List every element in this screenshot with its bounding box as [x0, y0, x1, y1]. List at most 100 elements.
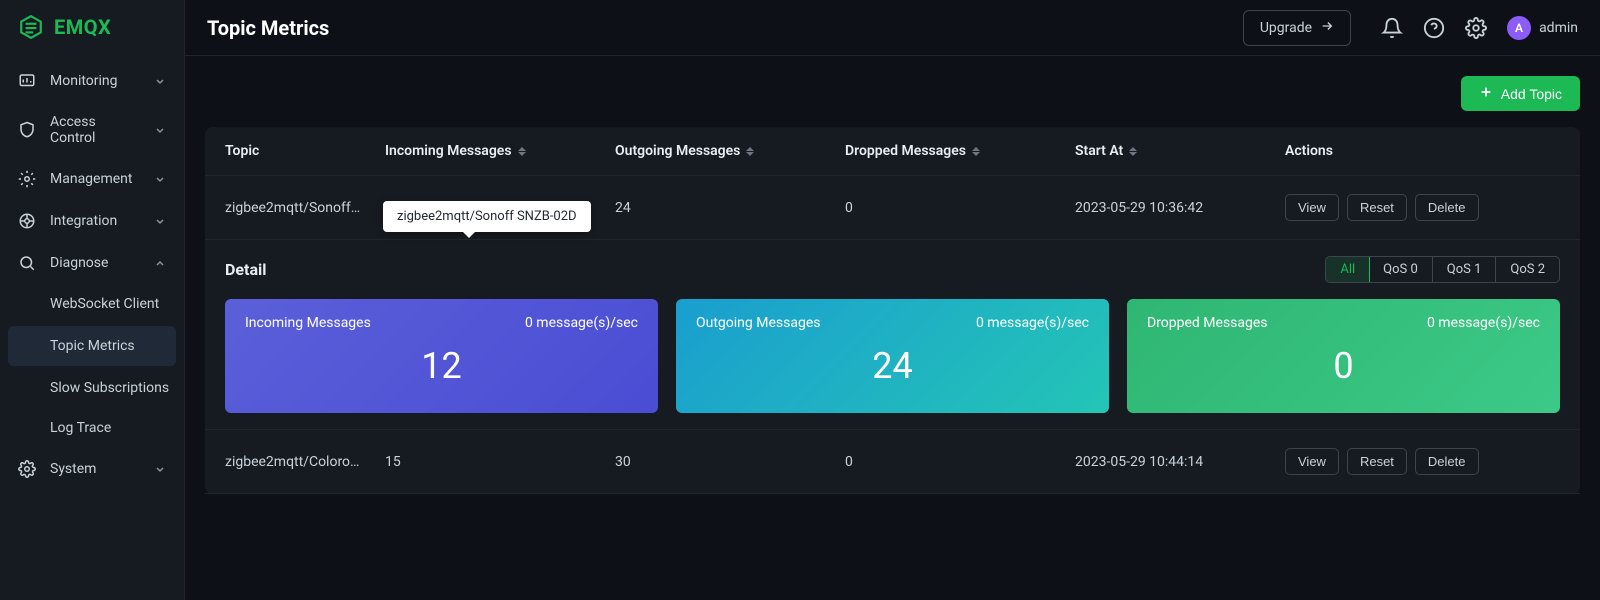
- th-incoming[interactable]: Incoming Messages: [385, 143, 615, 159]
- sidebar-sub-websocket[interactable]: WebSocket Client: [0, 284, 184, 324]
- cell-incoming: 15: [385, 454, 615, 470]
- th-actions: Actions: [1285, 143, 1560, 159]
- sidebar: EMQX Monitoring Access Control Managemen…: [0, 0, 185, 600]
- logo-area[interactable]: EMQX: [0, 0, 184, 54]
- th-dropped[interactable]: Dropped Messages: [845, 143, 1075, 159]
- qos-tab-2[interactable]: QoS 2: [1496, 257, 1559, 282]
- cell-topic: zigbee2mqtt/Sonoff…: [225, 200, 385, 216]
- sidebar-item-label: Diagnose: [50, 255, 140, 271]
- topbar: Topic Metrics Upgrade A admin: [185, 0, 1600, 56]
- sidebar-item-access-control[interactable]: Access Control: [0, 102, 184, 158]
- chevron-down-icon: [154, 215, 166, 227]
- delete-button[interactable]: Delete: [1415, 194, 1479, 221]
- toolbar-row: Add Topic: [205, 76, 1580, 111]
- cell-start: 2023-05-29 10:44:14: [1075, 454, 1285, 470]
- chevron-down-icon: [154, 75, 166, 87]
- card-outgoing: Outgoing Messages 0 message(s)/sec 24: [676, 299, 1109, 413]
- card-rate: 0 message(s)/sec: [976, 315, 1089, 331]
- sort-icon: [746, 145, 756, 157]
- cell-actions: View Reset Delete: [1285, 194, 1560, 221]
- diagnose-icon: [18, 254, 36, 272]
- integration-icon: [18, 212, 36, 230]
- table-row[interactable]: zigbee2mqtt/Coloro… 15 30 0 2023-05-29 1…: [205, 430, 1580, 494]
- brand-name: EMQX: [54, 15, 111, 39]
- sidebar-item-system[interactable]: System: [0, 448, 184, 490]
- settings-icon[interactable]: [1465, 17, 1487, 39]
- username[interactable]: admin: [1539, 20, 1578, 36]
- help-icon[interactable]: [1423, 17, 1445, 39]
- reset-button[interactable]: Reset: [1347, 194, 1407, 221]
- add-topic-label: Add Topic: [1501, 86, 1562, 102]
- sidebar-item-label: Management: [50, 171, 140, 187]
- sort-icon: [972, 145, 982, 157]
- th-label: Incoming Messages: [385, 143, 512, 159]
- page-title: Topic Metrics: [207, 16, 329, 40]
- sidebar-item-label: Integration: [50, 213, 140, 229]
- upgrade-button[interactable]: Upgrade: [1243, 10, 1351, 46]
- cell-start: 2023-05-29 10:36:42: [1075, 200, 1285, 216]
- qos-tab-0[interactable]: QoS 0: [1369, 257, 1433, 282]
- th-label: Actions: [1285, 143, 1333, 159]
- card-rate: 0 message(s)/sec: [525, 315, 638, 331]
- th-start[interactable]: Start At: [1075, 143, 1285, 159]
- sidebar-item-monitoring[interactable]: Monitoring: [0, 60, 184, 102]
- sidebar-item-diagnose[interactable]: Diagnose: [0, 242, 184, 284]
- th-label: Start At: [1075, 143, 1123, 159]
- detail-header: Detail All QoS 0 QoS 1 QoS 2: [225, 256, 1560, 283]
- upgrade-label: Upgrade: [1260, 20, 1312, 36]
- reset-button[interactable]: Reset: [1347, 448, 1407, 475]
- card-value: 0: [1147, 345, 1540, 387]
- topic-tooltip: zigbee2mqtt/Sonoff SNZB-02D: [383, 201, 591, 232]
- card-title: Incoming Messages: [245, 315, 371, 331]
- chevron-down-icon: [154, 173, 166, 185]
- nav-group: Monitoring Access Control Management Int…: [0, 54, 184, 496]
- sidebar-item-integration[interactable]: Integration: [0, 200, 184, 242]
- qos-tab-1[interactable]: QoS 1: [1433, 257, 1497, 282]
- sort-icon: [518, 145, 528, 157]
- qos-tabs: All QoS 0 QoS 1 QoS 2: [1325, 256, 1560, 283]
- view-button[interactable]: View: [1285, 448, 1339, 475]
- card-incoming: Incoming Messages 0 message(s)/sec 12: [225, 299, 658, 413]
- cell-actions: View Reset Delete: [1285, 448, 1560, 475]
- sidebar-sub-slow-subs[interactable]: Slow Subscriptions: [0, 368, 184, 408]
- sidebar-item-management[interactable]: Management: [0, 158, 184, 200]
- th-label: Dropped Messages: [845, 143, 966, 159]
- card-value: 12: [245, 345, 638, 387]
- th-label: Outgoing Messages: [615, 143, 740, 159]
- card-title: Outgoing Messages: [696, 315, 820, 331]
- sidebar-sub-log-trace[interactable]: Log Trace: [0, 408, 184, 448]
- chevron-up-icon: [154, 257, 166, 269]
- chevron-down-icon: [154, 124, 166, 136]
- add-topic-button[interactable]: Add Topic: [1461, 76, 1580, 111]
- cell-outgoing: 30: [615, 454, 845, 470]
- th-label: Topic: [225, 143, 259, 159]
- metrics-table: Topic Incoming Messages Outgoing Message…: [205, 127, 1580, 494]
- bell-icon[interactable]: [1381, 17, 1403, 39]
- monitoring-icon: [18, 72, 36, 90]
- card-dropped: Dropped Messages 0 message(s)/sec 0: [1127, 299, 1560, 413]
- th-outgoing[interactable]: Outgoing Messages: [615, 143, 845, 159]
- cell-dropped: 0: [845, 454, 1075, 470]
- view-button[interactable]: View: [1285, 194, 1339, 221]
- card-title: Dropped Messages: [1147, 315, 1268, 331]
- qos-tab-all[interactable]: All: [1325, 256, 1370, 283]
- cell-outgoing: 24: [615, 200, 845, 216]
- plus-icon: [1479, 85, 1493, 102]
- content: zigbee2mqtt/Sonoff SNZB-02D Add Topic To…: [185, 56, 1600, 600]
- detail-section: Detail All QoS 0 QoS 1 QoS 2 Incoming Me…: [205, 240, 1580, 430]
- th-topic[interactable]: Topic: [225, 143, 385, 159]
- gear-icon: [18, 170, 36, 188]
- sidebar-item-label: Access Control: [50, 114, 140, 146]
- logo-icon: [18, 14, 44, 40]
- system-icon: [18, 460, 36, 478]
- sidebar-item-label: System: [50, 461, 140, 477]
- sidebar-sub-topic-metrics[interactable]: Topic Metrics: [8, 326, 176, 366]
- chevron-down-icon: [154, 463, 166, 475]
- delete-button[interactable]: Delete: [1415, 448, 1479, 475]
- cell-topic: zigbee2mqtt/Coloro…: [225, 454, 385, 470]
- sidebar-item-label: Monitoring: [50, 73, 140, 89]
- table-header: Topic Incoming Messages Outgoing Message…: [205, 127, 1580, 176]
- sort-icon: [1129, 145, 1139, 157]
- avatar[interactable]: A: [1507, 16, 1531, 40]
- main: Topic Metrics Upgrade A admin zigbee2mqt…: [185, 0, 1600, 600]
